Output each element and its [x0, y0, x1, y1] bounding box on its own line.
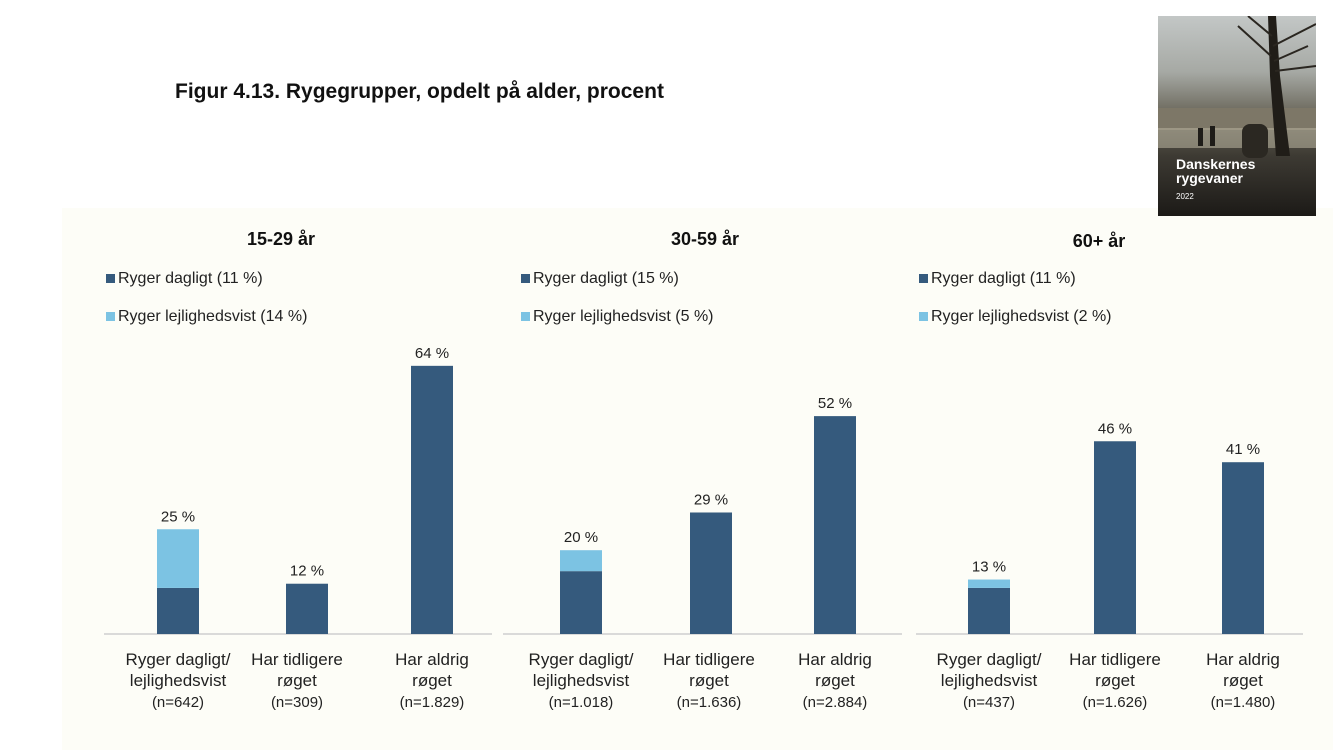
panel-1-bar-daily-1	[157, 587, 199, 634]
panel-3-bar-daily-1	[968, 587, 1010, 634]
panel-2-category-label-2-line-3: (n=1.636)	[677, 694, 742, 711]
panel-1-category-label-3-line-1: Har aldrig	[395, 650, 469, 669]
panel-3-data-label-2: 46 %	[1098, 420, 1132, 437]
panel-1-legend-label-2: Ryger lejlighedsvist (14 %)	[118, 308, 307, 325]
panel-2-legend-label-2: Ryger lejlighedsvist (5 %)	[533, 308, 714, 325]
panel-1-category-label-3-line-3: (n=1.829)	[400, 694, 465, 711]
panel-1-bar-occasional-1	[157, 529, 199, 588]
panel-3-category-label-2-line-3: (n=1.626)	[1083, 694, 1148, 711]
panel-2-bar-daily-2	[690, 512, 732, 634]
panel-1-category-label-2-line-1: Har tidligere	[251, 650, 343, 669]
report-cover-thumbnail: Danskernes rygevaner 2022	[1158, 16, 1316, 216]
cover-photo-illustration	[1158, 16, 1316, 158]
panel-1-category-label-1-line-2: lejlighedsvist	[130, 671, 227, 690]
panel-2-category-label-1-line-2: lejlighedsvist	[533, 671, 630, 690]
panel-2-category-label-3-line-1: Har aldrig	[798, 650, 872, 669]
panel-3-bar-daily-3	[1222, 462, 1264, 634]
panel-3-category-label-2-line-1: Har tidligere	[1069, 650, 1161, 669]
panel-3-category-label-3-line-1: Har aldrig	[1206, 650, 1280, 669]
panel-3-bar-occasional-1	[968, 579, 1010, 588]
panel-2-data-label-2: 29 %	[694, 491, 728, 508]
panel-1-data-label-3: 64 %	[415, 345, 449, 362]
cover-title-line2: rygevaner	[1176, 170, 1243, 186]
panel-3-title: 60+ år	[1073, 231, 1126, 251]
panel-2-legend-swatch-1	[521, 274, 530, 283]
panel-2-category-label-2-line-1: Har tidligere	[663, 650, 755, 669]
panel-2-category-label-2-line-2: røget	[689, 671, 729, 690]
panel-2-category-label-1-line-3: (n=1.018)	[549, 694, 614, 711]
panel-3-bar-daily-2	[1094, 441, 1136, 634]
panel-3-category-label-2-line-2: røget	[1095, 671, 1135, 690]
panel-1-category-label-3-line-2: røget	[412, 671, 452, 690]
panel-3-legend-label-2: Ryger lejlighedsvist (2 %)	[931, 308, 1112, 325]
panel-2-title: 30-59 år	[671, 229, 739, 249]
panel-3-legend-swatch-2	[919, 312, 928, 321]
panel-2-category-label-3-line-2: røget	[815, 671, 855, 690]
panel-2-bar-occasional-1	[560, 550, 602, 572]
panel-3-category-label-1-line-2: lejlighedsvist	[941, 671, 1038, 690]
panel-1-legend-label-1: Ryger dagligt (11 %)	[118, 270, 263, 287]
panel-2-category-label-3-line-3: (n=2.884)	[803, 694, 868, 711]
panel-1-category-label-1-line-1: Ryger dagligt/	[126, 650, 231, 669]
panel-2-data-label-3: 52 %	[818, 395, 852, 412]
panel-1-bar-daily-2	[286, 583, 328, 634]
panel-1-legend-swatch-2	[106, 312, 115, 321]
panel-1-category-label-2-line-3: (n=309)	[271, 694, 323, 711]
panel-3-category-label-3-line-2: røget	[1223, 671, 1263, 690]
panel-1-data-label-2: 12 %	[290, 563, 324, 580]
panel-2-bar-daily-3	[814, 416, 856, 634]
panel-1-title: 15-29 år	[247, 229, 315, 249]
panel-1-data-label-1: 25 %	[161, 508, 195, 525]
panel-2-bar-daily-1	[560, 571, 602, 634]
cover-title-line1: Danskernes	[1176, 156, 1256, 172]
panel-3-legend-label-1: Ryger dagligt (11 %)	[931, 270, 1076, 287]
panel-2-legend-label-1: Ryger dagligt (15 %)	[533, 270, 679, 287]
panel-3-category-label-1-line-1: Ryger dagligt/	[937, 650, 1042, 669]
cover-year: 2022	[1176, 192, 1194, 201]
panel-3-data-label-1: 13 %	[972, 559, 1006, 576]
cover-title: Danskernes rygevaner	[1176, 157, 1255, 185]
panel-1-category-label-1-line-3: (n=642)	[152, 694, 204, 711]
panel-3-data-label-3: 41 %	[1226, 441, 1260, 458]
panel-3-legend-swatch-1	[919, 274, 928, 283]
panel-2-category-label-1-line-1: Ryger dagligt/	[529, 650, 634, 669]
panel-3-category-label-1-line-3: (n=437)	[963, 694, 1015, 711]
panel-3-category-label-3-line-3: (n=1.480)	[1211, 694, 1276, 711]
panel-2-data-label-1: 20 %	[564, 529, 598, 546]
figure-title: Figur 4.13. Rygegrupper, opdelt på alder…	[175, 80, 664, 103]
panel-1-legend-swatch-1	[106, 274, 115, 283]
panel-1-bar-daily-3	[411, 365, 453, 634]
panel-2-legend-swatch-2	[521, 312, 530, 321]
panel-1-category-label-2-line-2: røget	[277, 671, 317, 690]
